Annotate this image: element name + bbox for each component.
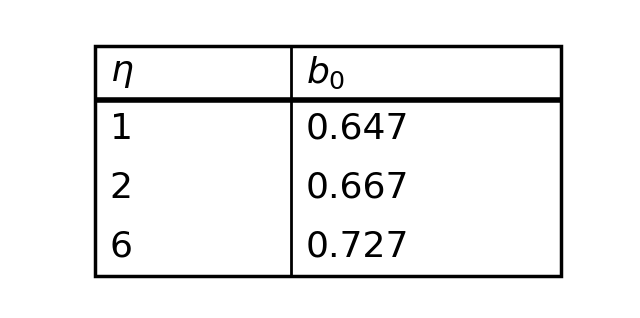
- Text: 1: 1: [110, 112, 132, 146]
- Text: $b_0$: $b_0$: [305, 54, 345, 91]
- Text: 6: 6: [110, 229, 132, 263]
- Text: 2: 2: [110, 171, 132, 205]
- Text: 0.667: 0.667: [305, 171, 409, 205]
- Text: $\eta$: $\eta$: [110, 56, 134, 90]
- Text: 0.647: 0.647: [305, 112, 409, 146]
- Text: 0.727: 0.727: [305, 229, 409, 263]
